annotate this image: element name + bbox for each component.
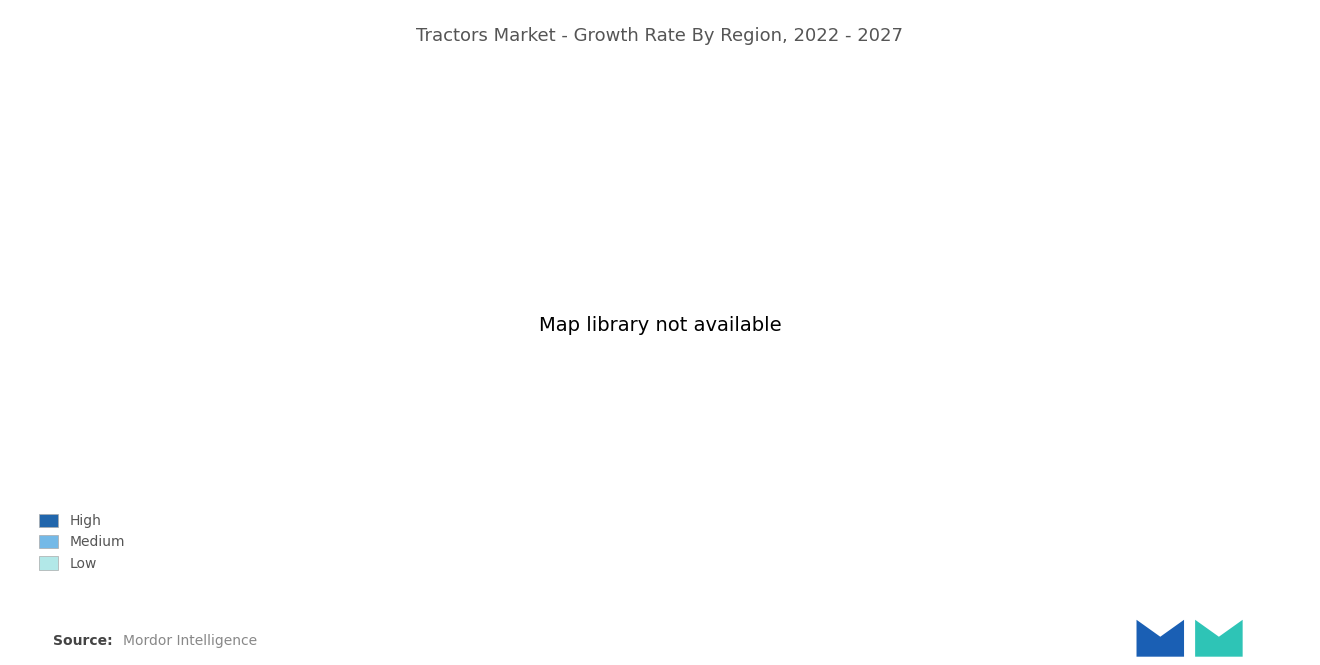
Text: Map library not available: Map library not available (539, 317, 781, 335)
Text: Source:: Source: (53, 634, 112, 648)
Polygon shape (1137, 620, 1184, 657)
Polygon shape (1195, 620, 1242, 657)
Text: Tractors Market - Growth Rate By Region, 2022 - 2027: Tractors Market - Growth Rate By Region,… (417, 27, 903, 45)
Legend: High, Medium, Low: High, Medium, Low (33, 508, 131, 577)
Text: Mordor Intelligence: Mordor Intelligence (123, 634, 257, 648)
